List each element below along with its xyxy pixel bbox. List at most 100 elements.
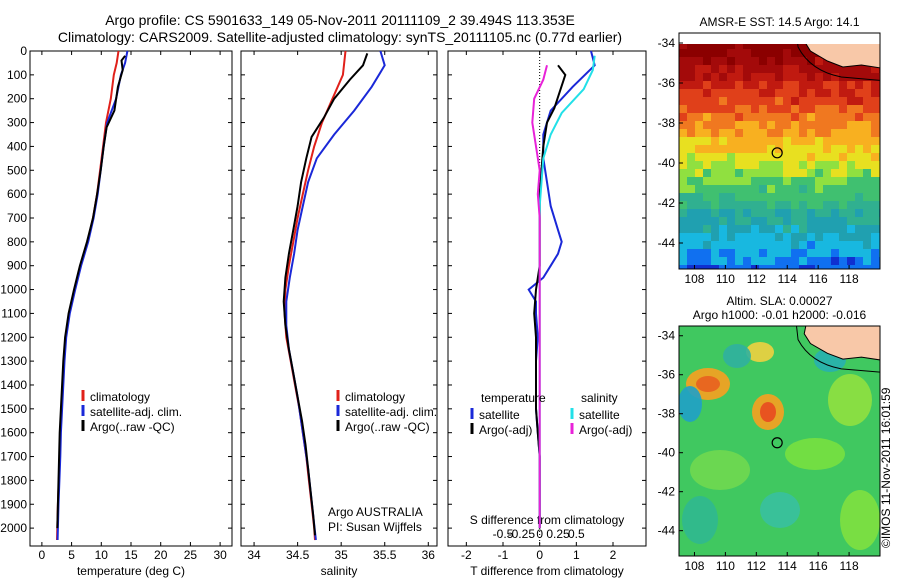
sst-cell	[743, 201, 751, 209]
sst-cell	[719, 129, 727, 137]
sst-cell	[823, 169, 831, 177]
sst-cell	[847, 161, 855, 169]
x-axis-label: salinity	[321, 564, 358, 578]
sst-cell	[711, 249, 719, 257]
sst-cell	[807, 97, 815, 105]
sst-cell	[791, 81, 799, 89]
sst-cell	[695, 73, 703, 81]
legend-label: Argo(..raw -QC)	[345, 420, 430, 434]
depth-tick-label: 1200	[0, 330, 27, 344]
sst-cell	[775, 113, 783, 121]
sst-cell	[839, 233, 847, 241]
sst-cell	[863, 33, 871, 41]
sst-cell	[799, 113, 807, 121]
sst-cell	[839, 201, 847, 209]
sst-cell	[799, 73, 807, 81]
sst-cell	[703, 44, 711, 49]
sst-cell	[839, 257, 847, 265]
sst-cell	[687, 265, 695, 269]
sst-cell	[839, 97, 847, 105]
map-lon-label: 114	[778, 272, 797, 286]
sst-cell	[775, 49, 783, 57]
sst-cell	[799, 217, 807, 225]
sst-cell	[703, 265, 711, 269]
sst-cell	[799, 57, 807, 65]
sst-cell	[847, 241, 855, 249]
sst-cell	[767, 201, 775, 209]
sst-cell	[855, 89, 863, 97]
sst-cell	[791, 233, 799, 241]
sst-cell	[815, 89, 823, 97]
sst-cell	[775, 57, 783, 65]
sst-cell	[687, 161, 695, 169]
sst-cell	[735, 105, 743, 113]
sst-cell	[687, 201, 695, 209]
sst-cell	[759, 65, 767, 73]
sst-cell	[871, 233, 879, 241]
sst-cell	[703, 257, 711, 265]
sst-cell	[759, 105, 767, 113]
map-lat-label: -44	[658, 524, 676, 538]
sst-cell	[751, 113, 759, 121]
sst-cell	[791, 129, 799, 137]
sst-cell	[823, 73, 831, 81]
temperature-frame	[29, 50, 233, 547]
sst-cell	[807, 73, 815, 81]
sst-cell	[799, 153, 807, 161]
sst-cell	[759, 33, 767, 41]
sst-cell	[695, 225, 703, 233]
sst-cell	[711, 65, 719, 73]
sst-cell	[711, 49, 719, 57]
sst-cell	[855, 121, 863, 129]
sst-cell	[831, 65, 839, 73]
sst-cell	[807, 257, 815, 265]
sst-cell	[735, 201, 743, 209]
sst-cell	[791, 193, 799, 201]
legend-label: satellite	[479, 408, 520, 422]
sst-cell	[815, 145, 823, 153]
sst-cell	[727, 257, 735, 265]
sst-cell	[759, 177, 767, 185]
sst-cell	[743, 73, 751, 81]
sst-cell	[815, 209, 823, 217]
sst-cell	[775, 129, 783, 137]
map-lon-label: 118	[840, 559, 859, 573]
sst-cell	[759, 113, 767, 121]
sst-cell	[719, 145, 727, 153]
sla-anomaly-blob	[785, 438, 845, 470]
sst-cell	[743, 193, 751, 201]
sst-cell	[863, 201, 871, 209]
depth-tick-label: 800	[7, 235, 27, 249]
sst-cell	[831, 185, 839, 193]
sst-cell	[775, 73, 783, 81]
argo-position-marker	[771, 437, 783, 449]
sst-cell	[719, 241, 727, 249]
sst-cell	[767, 185, 775, 193]
sst-cell	[823, 193, 831, 201]
depth-tick-label: 1900	[0, 497, 27, 511]
sst-cell	[847, 233, 855, 241]
sst-cell	[687, 241, 695, 249]
sst-cell	[695, 257, 703, 265]
sst-cell	[815, 201, 823, 209]
sst-cell	[839, 81, 847, 89]
depth-tick-label: 300	[7, 116, 27, 130]
sst-cell	[687, 129, 695, 137]
sst-cell	[751, 169, 759, 177]
sst-cell	[815, 193, 823, 201]
depth-tick-label: 1300	[0, 354, 27, 368]
sst-cell	[839, 185, 847, 193]
sst-cell	[783, 57, 791, 65]
sst-cell	[831, 121, 839, 129]
sst-cell	[687, 97, 695, 105]
sst-cell	[783, 129, 791, 137]
sst-cell	[871, 145, 879, 153]
sst-cell	[743, 257, 751, 265]
sst-cell	[783, 137, 791, 145]
sst-cell	[703, 193, 711, 201]
map-lon-label: 116	[809, 559, 828, 573]
sst-cell	[791, 257, 799, 265]
sst-cell	[719, 185, 727, 193]
map-lon-label: 118	[840, 272, 859, 286]
sst-cell	[775, 185, 783, 193]
